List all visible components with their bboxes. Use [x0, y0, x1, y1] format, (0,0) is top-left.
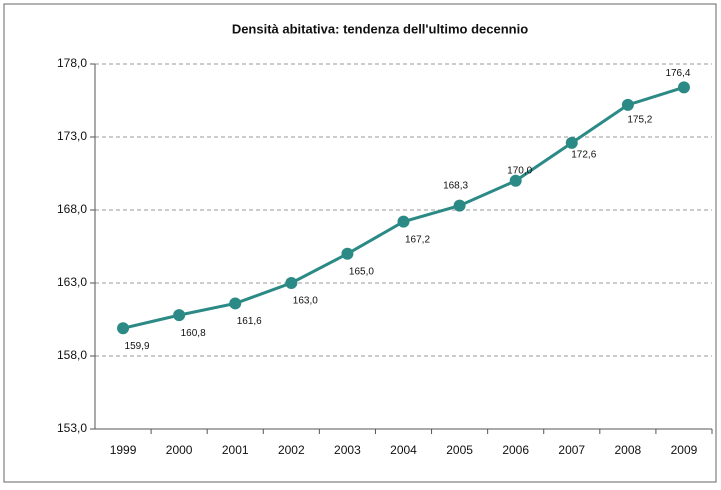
x-tick-label: 2007 [558, 443, 585, 457]
x-tick-label: 2003 [334, 443, 361, 457]
data-label: 165,0 [349, 266, 374, 277]
point [117, 322, 130, 335]
y-tick-label: 173,0 [57, 129, 87, 143]
point [397, 215, 410, 228]
x-tick-label: 2000 [166, 443, 193, 457]
point [509, 174, 522, 187]
point [173, 309, 186, 322]
point [677, 81, 690, 94]
data-label: 163,0 [293, 296, 318, 307]
chart-title: Densità abitativa: tendenza dell'ultimo … [232, 21, 528, 36]
x-tick-label: 2009 [671, 443, 698, 457]
data-label: 159,9 [125, 341, 150, 352]
x-tick-label: 2005 [446, 443, 473, 457]
data-label: 176,4 [665, 68, 690, 79]
data-label: 160,8 [181, 328, 206, 339]
x-tick-label: 2001 [222, 443, 249, 457]
x-tick-label: 1999 [110, 443, 137, 457]
point [453, 199, 466, 212]
data-label: 172,6 [571, 149, 596, 160]
data-label: 161,6 [237, 316, 262, 327]
x-tick-label: 2002 [278, 443, 305, 457]
point [285, 277, 298, 289]
y-tick-label: 163,0 [57, 275, 87, 289]
point [565, 136, 578, 149]
data-label: 167,2 [405, 234, 430, 245]
y-tick-label: 158,0 [57, 348, 87, 362]
point [621, 98, 634, 111]
x-tick-label: 2004 [390, 443, 417, 457]
data-label: 168,3 [443, 180, 468, 191]
data-label: 175,2 [627, 115, 652, 126]
point [229, 297, 242, 310]
x-tick-label: 2006 [502, 443, 529, 457]
data-label: 170,0 [507, 165, 532, 176]
y-tick-label: 178,0 [57, 56, 87, 70]
y-tick-label: 168,0 [57, 202, 87, 216]
chart-frame [3, 3, 717, 483]
x-tick-label: 2008 [615, 443, 642, 457]
point [341, 247, 354, 260]
y-tick-label: 153,0 [57, 421, 87, 435]
